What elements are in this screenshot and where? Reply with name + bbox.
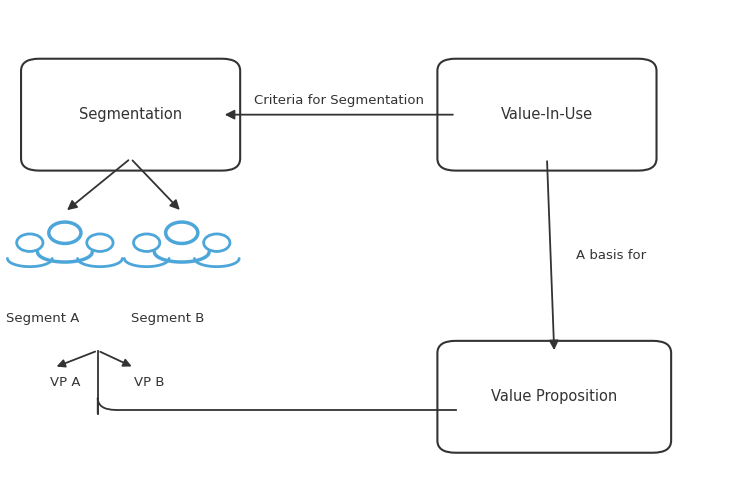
Text: Segmentation: Segmentation: [79, 107, 183, 122]
FancyBboxPatch shape: [437, 341, 671, 453]
Text: Segment A: Segment A: [7, 311, 79, 325]
Text: Value-In-Use: Value-In-Use: [501, 107, 593, 122]
Text: VP A: VP A: [49, 376, 80, 389]
Text: Value Proposition: Value Proposition: [491, 389, 618, 404]
Text: Criteria for Segmentation: Criteria for Segmentation: [254, 94, 424, 107]
Text: VP B: VP B: [134, 376, 164, 389]
FancyBboxPatch shape: [21, 59, 240, 171]
Text: Segment B: Segment B: [130, 311, 204, 325]
Text: A basis for: A basis for: [576, 249, 646, 262]
FancyBboxPatch shape: [437, 59, 657, 171]
